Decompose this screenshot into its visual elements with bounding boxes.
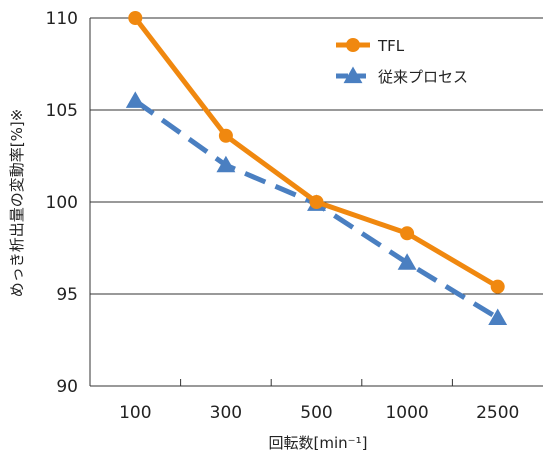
grid-lines xyxy=(90,17,543,295)
x-tick-labels: 100 300 500 1000 2500 xyxy=(119,403,519,423)
y-tick-labels: 90 95 100 105 110 xyxy=(46,9,78,397)
legend: TFL 従来プロセス xyxy=(336,37,468,86)
data-point xyxy=(346,38,360,52)
data-point xyxy=(125,91,145,108)
y-tick-label: 105 xyxy=(46,101,78,121)
y-tick-label: 90 xyxy=(56,377,78,397)
axes xyxy=(89,18,543,387)
data-point xyxy=(488,308,508,326)
data-point xyxy=(128,11,143,25)
data-point xyxy=(309,195,324,209)
x-tick-label: 100 xyxy=(119,403,151,423)
x-axis-label: 回転数[min⁻¹] xyxy=(269,434,368,452)
data-point xyxy=(397,253,417,270)
y-tick-label: 110 xyxy=(46,9,78,29)
y-tick-label: 95 xyxy=(56,285,78,305)
y-tick-label: 100 xyxy=(46,193,78,213)
legend-label: TFL xyxy=(377,37,405,55)
data-point xyxy=(216,155,236,173)
x-tick-label: 300 xyxy=(210,403,242,423)
x-tick-label: 1000 xyxy=(385,403,428,423)
y-axis-label: めっき析出量の変動率[%]※ xyxy=(8,109,26,298)
x-tick-label: 500 xyxy=(300,403,332,423)
legend-label: 従来プロセス xyxy=(378,68,468,86)
data-point xyxy=(218,128,233,143)
series-group xyxy=(125,11,508,326)
data-point xyxy=(343,66,363,84)
data-point xyxy=(490,279,505,294)
series-line xyxy=(133,16,499,289)
series-tfl xyxy=(128,11,505,294)
x-tick-label: 2500 xyxy=(476,403,519,423)
data-point xyxy=(400,226,415,241)
